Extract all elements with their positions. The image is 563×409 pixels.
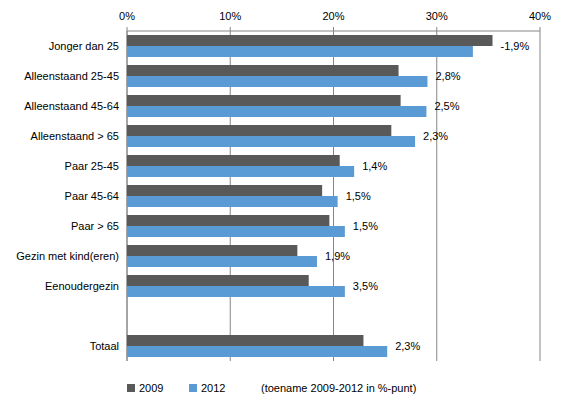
annotation: 1,9% [325,250,350,262]
bar [127,286,345,297]
bar [127,346,387,357]
bar [127,196,338,207]
tick-mark [230,27,231,31]
annotation: 2,3% [423,130,448,142]
legend: 2009 2012 (toename 2009-2012 in %-punt) [127,382,416,394]
category-label: Jonger dan 25 [49,40,119,52]
bar [127,106,426,117]
bar [127,65,399,76]
grid [127,27,540,361]
annotation: 2,3% [395,340,420,352]
legend-swatch [127,384,135,392]
bar [127,136,415,147]
bars [127,35,493,357]
annotation-note: (toename 2009-2012 in %-punt) [261,382,416,394]
tick-label: 10% [219,10,241,22]
grid-line [540,31,541,361]
annotation: -1,9% [501,40,530,52]
tick-mark [540,27,541,31]
tick-label: 0% [119,10,135,22]
bar [127,155,340,166]
category-label: Paar 25-45 [65,160,119,172]
tick-mark [436,27,437,31]
legend-label: 2009 [139,382,163,394]
annotation: 3,5% [353,280,378,292]
tick-mark [127,27,128,31]
tick-label: 40% [529,10,551,22]
chart: 0% 10% 20% 30% 40% Jonger dan 25 Alleenstaand … [0,0,563,409]
annotation: 1,5% [346,190,371,202]
bar [127,256,317,267]
category-label: Alleenstaand 45-64 [24,100,119,112]
annotation: 2,5% [434,100,459,112]
x-axis [127,31,540,32]
legend-label: 2012 [201,382,225,394]
bar [127,35,493,46]
bar [127,76,427,87]
category-label: Eenoudergezin [45,280,119,292]
tick-label: 30% [426,10,448,22]
annotation: 2,8% [435,70,460,82]
bar [127,46,473,57]
bar [127,226,345,237]
category-label: Alleenstaand 25-45 [24,70,119,82]
bar [127,166,354,177]
category-label: Paar 45-64 [65,190,119,202]
bar [127,95,401,106]
annotation: 1,4% [362,160,387,172]
category-label: Alleenstaand > 65 [31,130,119,142]
bar [127,215,329,226]
category-label: Gezin met kind(eren) [16,250,119,262]
bar [127,185,322,196]
annotation: 1,5% [353,220,378,232]
tick-mark [333,27,334,31]
category-label: Paar > 65 [71,220,119,232]
legend-swatch [189,384,197,392]
bar [127,275,309,286]
tick-label: 20% [322,10,344,22]
category-label: Totaal [90,340,119,352]
bar [127,245,297,256]
bar [127,335,363,346]
bar [127,125,391,136]
